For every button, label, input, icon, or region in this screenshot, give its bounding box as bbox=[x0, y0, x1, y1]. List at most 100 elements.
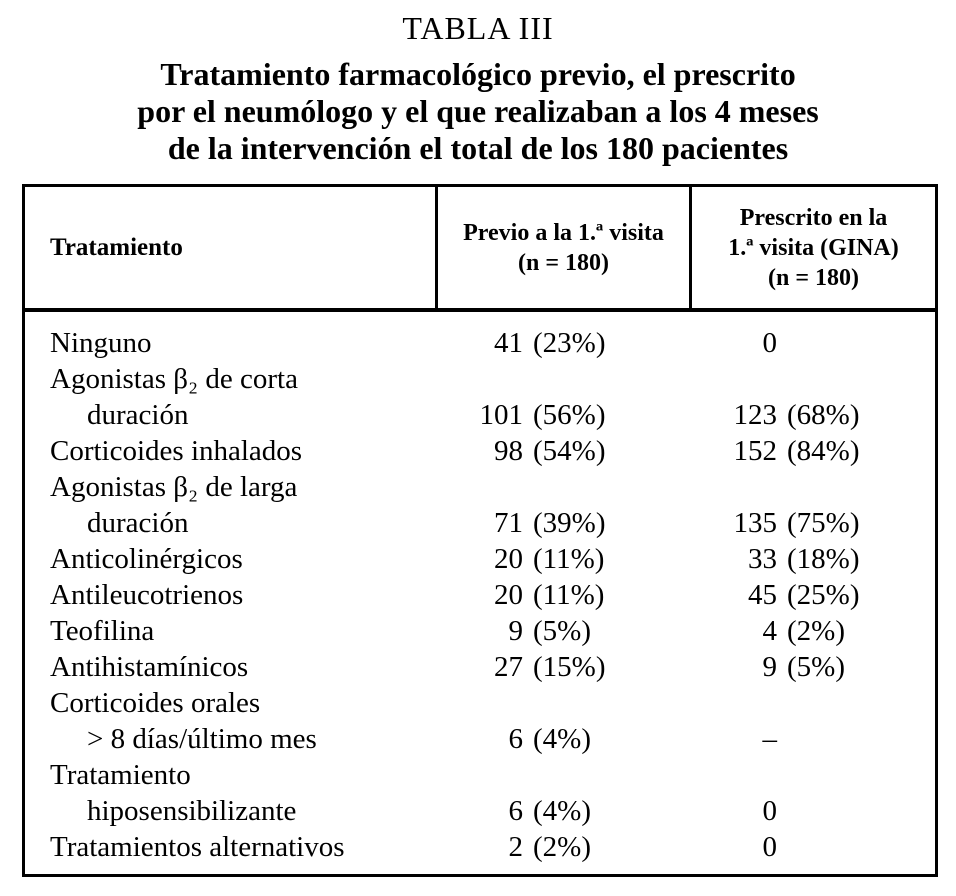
table-row: Ninguno 41 (23%) 0 bbox=[25, 325, 935, 361]
treatment-label: Tratamientos alternativos bbox=[50, 831, 345, 863]
previo-value: 101 (56%) bbox=[435, 397, 689, 433]
count: 101 bbox=[479, 399, 524, 431]
col-header-line: (n = 180) bbox=[767, 264, 859, 291]
table-body: Ninguno 41 (23%) 0 Agonistas β₂ de corta … bbox=[25, 312, 935, 874]
percent: (39%) bbox=[533, 507, 606, 539]
count: 0 bbox=[762, 831, 778, 863]
percent: (15%) bbox=[533, 651, 606, 683]
prescrito-value: 0 bbox=[689, 325, 935, 361]
treatment-label: Tratamiento bbox=[50, 759, 191, 791]
prescrito-value bbox=[689, 757, 935, 793]
treatment-label: > 8 días/último mes bbox=[87, 723, 317, 755]
count: 71 bbox=[494, 507, 523, 539]
treatment-label: Corticoides orales bbox=[50, 687, 261, 719]
count: 6 bbox=[508, 723, 524, 755]
table-row: Antileucotrienos 20 (11%) 45 (25%) bbox=[25, 577, 935, 613]
count: – bbox=[762, 723, 778, 755]
previo-value bbox=[435, 757, 689, 793]
table-caption-line: Tratamiento farmacológico previo, el pre… bbox=[160, 56, 796, 92]
treatment-label: Teofilina bbox=[50, 615, 155, 647]
treatment-label: Agonistas β₂ de corta bbox=[50, 363, 298, 395]
percent: (25%) bbox=[787, 579, 860, 611]
prescrito-value: 33 (18%) bbox=[689, 541, 935, 577]
table-number: TABLA III bbox=[402, 10, 554, 46]
table-caption-line: por el neumólogo y el que realizaban a l… bbox=[137, 93, 819, 129]
table-row: duración 71 (39%) 135 (75%) bbox=[25, 505, 935, 541]
previo-value: 98 (54%) bbox=[435, 433, 689, 469]
previo-value: 9 (5%) bbox=[435, 613, 689, 649]
previo-value: 6 (4%) bbox=[435, 793, 689, 829]
previo-value bbox=[435, 469, 689, 505]
table-row: > 8 días/último mes 6 (4%) – bbox=[25, 721, 935, 757]
percent: (11%) bbox=[533, 579, 605, 611]
percent: (4%) bbox=[533, 795, 591, 827]
count: 123 bbox=[733, 399, 778, 431]
treatment-label: Antihistamínicos bbox=[50, 651, 249, 683]
treatment-label: Agonistas β₂ de larga bbox=[50, 471, 298, 503]
table-row: Teofilina 9 (5%) 4 (2%) bbox=[25, 613, 935, 649]
count: 0 bbox=[762, 795, 778, 827]
col-header-line: Prescrito en la bbox=[739, 204, 888, 231]
percent: (68%) bbox=[787, 399, 860, 431]
previo-value bbox=[435, 685, 689, 721]
treatment-label: Ninguno bbox=[50, 327, 152, 359]
col-header-previo: Previo a la 1.ª visita (n = 180) bbox=[435, 187, 689, 308]
percent: (5%) bbox=[533, 615, 591, 647]
table-caption-line: de la intervención el total de los 180 p… bbox=[167, 130, 789, 166]
percent: (54%) bbox=[533, 435, 606, 467]
treatment-label: duración bbox=[87, 507, 189, 539]
count: 4 bbox=[762, 615, 778, 647]
count: 135 bbox=[733, 507, 778, 539]
prescrito-value: 123 (68%) bbox=[689, 397, 935, 433]
percent: (2%) bbox=[533, 831, 591, 863]
previo-value: 27 (15%) bbox=[435, 649, 689, 685]
table-row: Antihistamínicos 27 (15%) 9 (5%) bbox=[25, 649, 935, 685]
table-header-row: Tratamiento Previo a la 1.ª visita (n = … bbox=[25, 187, 935, 312]
previo-value: 6 (4%) bbox=[435, 721, 689, 757]
percent: (5%) bbox=[787, 651, 845, 683]
table-row: Tratamientos alternativos 2 (2%) 0 bbox=[25, 829, 935, 865]
percent: (18%) bbox=[787, 543, 860, 575]
count: 6 bbox=[508, 795, 524, 827]
prescrito-value: 9 (5%) bbox=[689, 649, 935, 685]
percent: (84%) bbox=[787, 435, 860, 467]
count: 9 bbox=[762, 651, 778, 683]
percent: (11%) bbox=[533, 543, 605, 575]
percent: (4%) bbox=[533, 723, 591, 755]
percent: (2%) bbox=[787, 615, 845, 647]
col-header-prescrito: Prescrito en la 1.ª visita (GINA) (n = 1… bbox=[689, 187, 935, 308]
treatment-label: Corticoides inhalados bbox=[50, 435, 303, 467]
treatment-label: duración bbox=[87, 399, 189, 431]
table-row: Anticolinérgicos 20 (11%) 33 (18%) bbox=[25, 541, 935, 577]
table-row: Agonistas β₂ de corta bbox=[25, 361, 935, 397]
table-row: Corticoides inhalados 98 (54%) 152 (84%) bbox=[25, 433, 935, 469]
count: 0 bbox=[762, 327, 778, 359]
count: 45 bbox=[748, 579, 777, 611]
previo-value: 71 (39%) bbox=[435, 505, 689, 541]
previo-value: 20 (11%) bbox=[435, 541, 689, 577]
treatment-label: Antileucotrienos bbox=[50, 579, 244, 611]
prescrito-value: 4 (2%) bbox=[689, 613, 935, 649]
treatment-label: Anticolinérgicos bbox=[50, 543, 243, 575]
col-header-line: (n = 180) bbox=[517, 249, 609, 276]
count: 152 bbox=[733, 435, 778, 467]
prescrito-value: 0 bbox=[689, 793, 935, 829]
prescrito-value: 0 bbox=[689, 829, 935, 865]
table-title-block: TABLA III Tratamiento farmacológico prev… bbox=[0, 0, 956, 167]
data-table: Tratamiento Previo a la 1.ª visita (n = … bbox=[22, 184, 938, 877]
prescrito-value: – bbox=[689, 721, 935, 757]
prescrito-value: 135 (75%) bbox=[689, 505, 935, 541]
prescrito-value bbox=[689, 361, 935, 397]
col-header-line: Previo a la 1.ª visita bbox=[463, 219, 664, 246]
prescrito-value: 45 (25%) bbox=[689, 577, 935, 613]
count: 33 bbox=[748, 543, 777, 575]
count: 20 bbox=[494, 543, 523, 575]
previo-value: 41 (23%) bbox=[435, 325, 689, 361]
previo-value: 20 (11%) bbox=[435, 577, 689, 613]
prescrito-value bbox=[689, 685, 935, 721]
previo-value bbox=[435, 361, 689, 397]
count: 41 bbox=[494, 327, 523, 359]
table-row: Tratamiento bbox=[25, 757, 935, 793]
col-header-line: 1.ª visita (GINA) bbox=[728, 234, 899, 261]
